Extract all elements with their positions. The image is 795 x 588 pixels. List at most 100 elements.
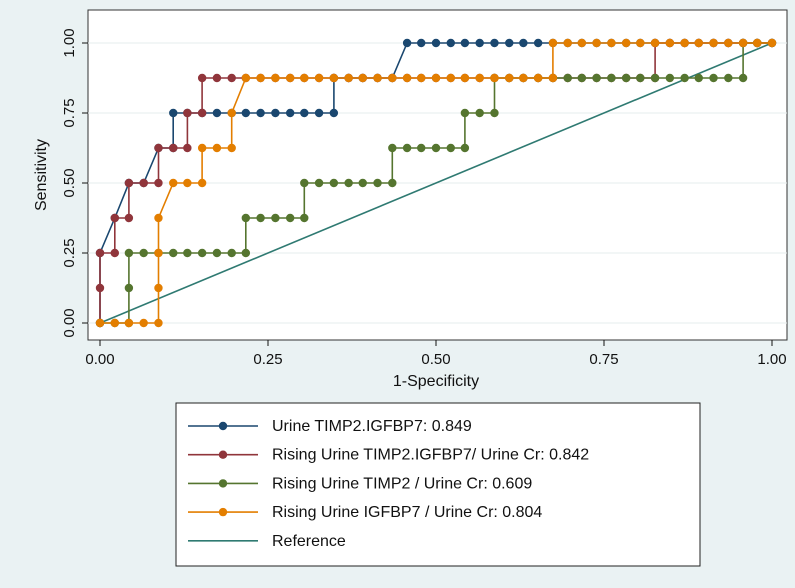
y-tick-label: 1.00	[61, 28, 78, 57]
data-point	[154, 213, 163, 223]
series-layer	[95, 38, 777, 328]
data-point	[197, 73, 207, 83]
data-point	[139, 248, 148, 258]
data-point	[417, 73, 426, 83]
data-point	[519, 73, 528, 83]
data-point	[388, 178, 397, 188]
data-point	[300, 108, 309, 118]
data-point	[402, 38, 412, 48]
data-point	[154, 248, 163, 258]
data-point	[650, 38, 660, 48]
data-point	[636, 73, 645, 83]
data-point	[665, 38, 675, 48]
y-axis-title: Sensitivity	[33, 139, 50, 211]
legend-item: Rising Urine TIMP2 / Urine Cr: 0.609	[188, 475, 532, 492]
data-point	[329, 73, 339, 83]
data-point	[460, 73, 470, 83]
data-point	[490, 108, 499, 118]
data-point	[358, 73, 367, 83]
data-point	[314, 178, 324, 188]
data-point	[300, 73, 309, 83]
data-point	[402, 73, 412, 83]
data-point	[285, 73, 295, 83]
data-point	[212, 108, 222, 118]
legend-swatch-marker	[218, 507, 228, 517]
data-point	[169, 178, 178, 188]
x-axis-title: 1-Specificity	[393, 373, 479, 390]
data-point	[388, 73, 397, 83]
data-point	[460, 38, 470, 48]
data-point	[95, 248, 105, 258]
legend-items: Urine TIMP2.IGFBP7: 0.849 Rising Urine TI…	[188, 418, 589, 550]
data-point	[607, 73, 616, 83]
data-point	[271, 108, 280, 118]
data-point	[533, 38, 543, 48]
data-point	[533, 73, 543, 83]
data-point	[577, 73, 587, 83]
data-point	[241, 213, 251, 223]
data-point	[197, 143, 207, 153]
data-point	[417, 143, 426, 153]
data-point	[197, 248, 207, 258]
data-point	[154, 283, 163, 293]
data-point	[373, 178, 382, 188]
data-point	[636, 38, 645, 48]
series-3	[95, 38, 777, 328]
data-point	[256, 73, 265, 83]
data-point	[110, 248, 119, 258]
data-point	[592, 38, 601, 48]
data-point	[446, 38, 455, 48]
data-point	[329, 178, 339, 188]
data-point	[271, 213, 280, 223]
data-point	[183, 248, 192, 258]
data-point	[431, 73, 441, 83]
data-point	[563, 73, 572, 83]
data-point	[227, 108, 236, 118]
data-point	[256, 213, 265, 223]
data-point	[212, 73, 222, 83]
data-point	[446, 73, 455, 83]
data-point	[490, 38, 499, 48]
plot-region	[87, 9, 788, 341]
data-point	[724, 73, 733, 83]
data-point	[344, 178, 353, 188]
x-tick-label: 0.50	[421, 351, 450, 368]
data-point	[227, 73, 236, 83]
legend: Urine TIMP2.IGFBP7: 0.849 Rising Urine TI…	[175, 402, 701, 567]
data-point	[124, 213, 134, 223]
data-point	[548, 73, 558, 83]
data-point	[212, 248, 222, 258]
series-4	[99, 42, 773, 324]
data-point	[621, 73, 631, 83]
data-point	[169, 248, 178, 258]
data-point	[621, 38, 631, 48]
data-point	[665, 73, 675, 83]
legend-swatch-marker	[218, 450, 228, 459]
data-point	[505, 73, 514, 83]
data-point	[227, 248, 236, 258]
data-point	[124, 248, 134, 258]
data-point	[197, 108, 207, 118]
x-tick-label: 0.75	[589, 351, 618, 368]
data-point	[124, 283, 134, 293]
data-point	[738, 73, 748, 83]
data-point	[592, 73, 601, 83]
data-point	[475, 73, 484, 83]
data-point	[285, 108, 295, 118]
data-point	[709, 38, 718, 48]
y-tick-label: 0.50	[61, 168, 78, 197]
legend-box	[175, 402, 701, 567]
data-point	[694, 38, 703, 48]
data-point	[388, 143, 397, 153]
legend-swatch-marker	[218, 479, 228, 488]
legend-label: Rising Urine TIMP2 / Urine Cr: 0.609	[272, 475, 532, 492]
data-point	[183, 143, 192, 153]
data-point	[563, 38, 572, 48]
data-point	[680, 38, 689, 48]
data-point	[300, 213, 309, 223]
data-point	[241, 248, 251, 258]
x-tick-label: 0.00	[85, 351, 114, 368]
data-point	[154, 143, 163, 153]
